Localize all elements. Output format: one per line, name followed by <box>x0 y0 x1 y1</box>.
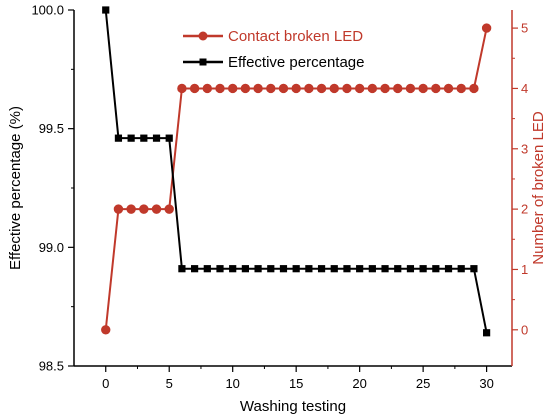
data-point <box>380 83 390 94</box>
x-tick-label: 5 <box>166 376 173 391</box>
data-point <box>202 83 213 94</box>
data-point <box>216 265 224 273</box>
data-point <box>113 204 124 214</box>
data-point <box>405 83 416 94</box>
data-point <box>164 204 174 214</box>
data-point <box>165 134 173 142</box>
x-tick-label: 30 <box>479 376 493 391</box>
legend-entry-contact-broken-led: Contact broken LED <box>183 28 363 45</box>
data-point <box>381 265 389 273</box>
y-right-tick-label: 5 <box>521 21 528 36</box>
data-point <box>431 83 441 94</box>
data-point <box>305 265 313 273</box>
data-point <box>418 83 428 94</box>
series-contact-broken-led <box>101 23 492 335</box>
data-point <box>140 134 148 142</box>
series-effective-percentage <box>102 6 491 337</box>
x-tick-label: 10 <box>225 376 239 391</box>
data-point <box>356 265 364 273</box>
data-point <box>469 83 479 94</box>
data-point <box>152 134 161 142</box>
data-point <box>215 83 225 94</box>
data-point <box>456 83 466 94</box>
x-axis-title: Washing testing <box>240 398 346 415</box>
data-point <box>279 265 288 273</box>
data-point <box>139 204 149 214</box>
data-point <box>114 134 123 142</box>
data-point <box>354 83 365 94</box>
data-point <box>253 83 263 94</box>
data-point <box>267 265 275 273</box>
y-right-axis-title: Number of broken LED <box>530 111 547 265</box>
legend-marker <box>199 58 207 66</box>
data-point <box>240 83 251 94</box>
data-point <box>406 265 415 273</box>
data-point <box>191 265 199 273</box>
data-point <box>481 23 492 33</box>
y-left-tick-label: 99.5 <box>39 121 64 136</box>
data-point <box>102 6 110 14</box>
y-left-tick-label: 100.0 <box>31 3 64 18</box>
data-point <box>444 265 453 273</box>
data-point <box>470 265 478 273</box>
data-point <box>203 265 211 273</box>
data-point <box>419 265 427 273</box>
y-left-tick-label: 98.5 <box>39 359 64 374</box>
y-right-tick-label: 1 <box>521 262 528 277</box>
data-point <box>483 329 491 337</box>
y-left-axis-title: Effective percentage (%) <box>7 106 24 270</box>
data-point <box>126 204 136 214</box>
data-point <box>229 265 237 273</box>
data-point <box>178 265 186 273</box>
axes: 0 5 10 15 20 25 30 98.5 99.0 99.5 100.0 0 1 2 3 4 5 Washi… <box>7 3 547 416</box>
data-point <box>316 83 327 94</box>
y-right-tick-label: 0 <box>521 322 528 337</box>
data-point <box>151 204 162 214</box>
y-right-tick-label: 2 <box>521 202 528 217</box>
data-point <box>227 83 238 94</box>
data-point <box>329 83 339 94</box>
legend-label: Effective percentage <box>228 54 364 71</box>
series-line <box>104 27 488 330</box>
data-point <box>291 83 301 94</box>
legend: Contact broken LED Effective percentage <box>183 28 364 71</box>
data-point <box>432 265 440 273</box>
x-tick-label: 15 <box>289 376 303 391</box>
x-tick-label: 25 <box>416 376 430 391</box>
data-point <box>457 265 465 273</box>
data-point <box>394 265 402 273</box>
legend-entry-effective-percentage: Effective percentage <box>183 54 364 71</box>
y-right-tick-label: 3 <box>521 141 528 156</box>
data-point <box>368 265 376 273</box>
data-point <box>330 265 338 273</box>
legend-marker <box>198 31 208 41</box>
data-point <box>367 83 378 94</box>
data-point <box>241 265 249 273</box>
data-point <box>304 83 314 94</box>
y-right-tick-label: 4 <box>521 81 528 96</box>
data-point <box>278 83 289 94</box>
data-point <box>127 134 135 142</box>
series-layer <box>101 6 492 337</box>
data-point <box>189 83 200 94</box>
y-left-tick-label: 99.0 <box>39 240 64 255</box>
data-point <box>343 265 351 273</box>
x-tick-label: 0 <box>102 376 109 391</box>
data-point <box>317 265 326 273</box>
data-point <box>443 83 454 94</box>
data-point <box>292 265 300 273</box>
data-point <box>342 83 352 94</box>
data-point <box>101 325 111 335</box>
data-point <box>177 83 187 94</box>
data-point <box>266 83 276 94</box>
x-tick-label: 20 <box>352 376 366 391</box>
data-point <box>393 83 403 94</box>
legend-label: Contact broken LED <box>228 28 363 45</box>
data-point <box>254 265 262 273</box>
